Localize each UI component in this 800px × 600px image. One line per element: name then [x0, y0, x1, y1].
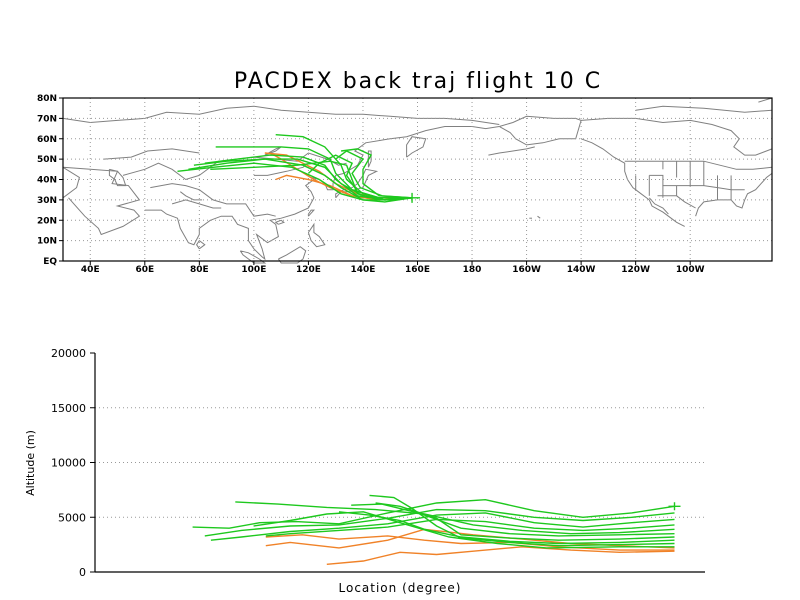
coastline-segment: [657, 195, 696, 209]
map-y-tick-label: 60N: [37, 135, 57, 145]
map-x-tick-label: 160W: [512, 265, 541, 275]
altitude-trajectory-green: [204, 508, 675, 537]
coastline-segment: [150, 183, 276, 217]
coastline-segment: [239, 250, 267, 264]
altitude-trajectory-green: [235, 501, 675, 535]
map-y-tick-label: 40N: [37, 176, 57, 186]
altitude-y-tick-label: 15000: [51, 402, 86, 415]
map-y-tick-label: 80N: [37, 94, 57, 104]
altitude-y-tick-label: 20000: [51, 347, 86, 360]
map-trajectory-green: [341, 148, 413, 199]
coastline-segment: [580, 138, 685, 227]
map-y-tick-label: 30N: [37, 196, 57, 206]
map-trajectory-green: [188, 158, 413, 201]
altitude-trajectory-green: [253, 511, 675, 549]
coastline-segment: [695, 172, 773, 217]
coastline-segment: [274, 219, 285, 225]
altitude-trajectories: [192, 494, 681, 565]
y-axis-label: Altitude (m): [24, 430, 37, 496]
coastline-segment: [108, 168, 127, 187]
coastline-segment: [406, 136, 427, 158]
map-y-tick-label: 10N: [37, 237, 57, 247]
coastlines: [62, 97, 773, 264]
coastline-segment: [179, 191, 203, 201]
map-x-tick-label: 100W: [676, 265, 705, 275]
x-axis-label: Location (degree): [339, 581, 462, 595]
map-x-tick-label: 80E: [190, 265, 209, 275]
coastline-segment: [122, 162, 200, 181]
map-x-tick-label: 40E: [81, 265, 100, 275]
altitude-trajectory-orange: [265, 534, 675, 551]
map-trajectory-green: [193, 158, 413, 203]
map-x-tick-label: 140W: [567, 265, 596, 275]
map-x-tick-labels: 40E 60E 80E 100E 120E 140E 160E 180 160W 140W 120W…: [81, 261, 705, 275]
altitude-trajectory-green: [210, 512, 675, 541]
altitude-trajectory-orange: [326, 546, 675, 565]
map-x-tick-label: 180: [463, 265, 482, 275]
map-trajectories: [177, 134, 421, 203]
altitude-y-tick-label: 0: [79, 566, 86, 579]
coastline-segment: [635, 105, 773, 113]
altitude-trajectory-green: [375, 502, 675, 541]
coastline-segment: [62, 166, 141, 236]
altitude-trajectory-green: [265, 518, 675, 537]
coastline-segment: [648, 197, 669, 215]
altitude-gridlines: [95, 407, 705, 518]
map-x-tick-label: 120W: [621, 265, 650, 275]
coastline-segment: [758, 97, 773, 103]
altitude-chart: 0 5000 10000 15000 20000 Location (degree) A…: [24, 347, 705, 595]
chart-title: PACDEX back traj flight 10 C: [234, 69, 602, 94]
altitude-trajectory-green: [351, 503, 675, 537]
map-y-tick-label: 20N: [37, 216, 57, 226]
altitude-y-tick-label: 5000: [58, 511, 86, 524]
coastline-segment: [144, 126, 500, 261]
map-y-tick-label: 70N: [37, 114, 57, 124]
map-x-tick-label: 100E: [241, 265, 266, 275]
coastline-segment: [171, 199, 222, 209]
map-x-tick-label: 140E: [350, 265, 375, 275]
coastline-segment: [307, 222, 326, 248]
altitude-y-tick-label: 10000: [51, 457, 86, 470]
coastline-segment: [277, 246, 307, 264]
trajectory-map: 40E 60E 80E 100E 120E 140E 160E 180 160W 140W 120W…: [37, 94, 773, 275]
map-y-tick-label: EQ: [43, 257, 57, 267]
coastline-segment: [103, 148, 200, 160]
map-y-tick-label: 50N: [37, 155, 57, 165]
coastline-segment: [488, 146, 535, 156]
altitude-start-marker: [668, 502, 681, 511]
map-start-marker: [404, 192, 421, 203]
coastline-segment: [367, 150, 372, 168]
coastline-segment: [537, 215, 541, 219]
map-x-tick-label: 120E: [296, 265, 321, 275]
coastline-segment: [62, 105, 500, 125]
map-y-tick-labels: EQ 10N 20N 30N 40N 50N 60N 70N 80N: [37, 94, 63, 267]
map-x-tick-label: 60E: [135, 265, 154, 275]
map-x-tick-label: 160E: [405, 265, 430, 275]
coastline-segment: [624, 160, 773, 170]
altitude-y-tick-labels: 0 5000 10000 15000 20000: [51, 347, 95, 579]
